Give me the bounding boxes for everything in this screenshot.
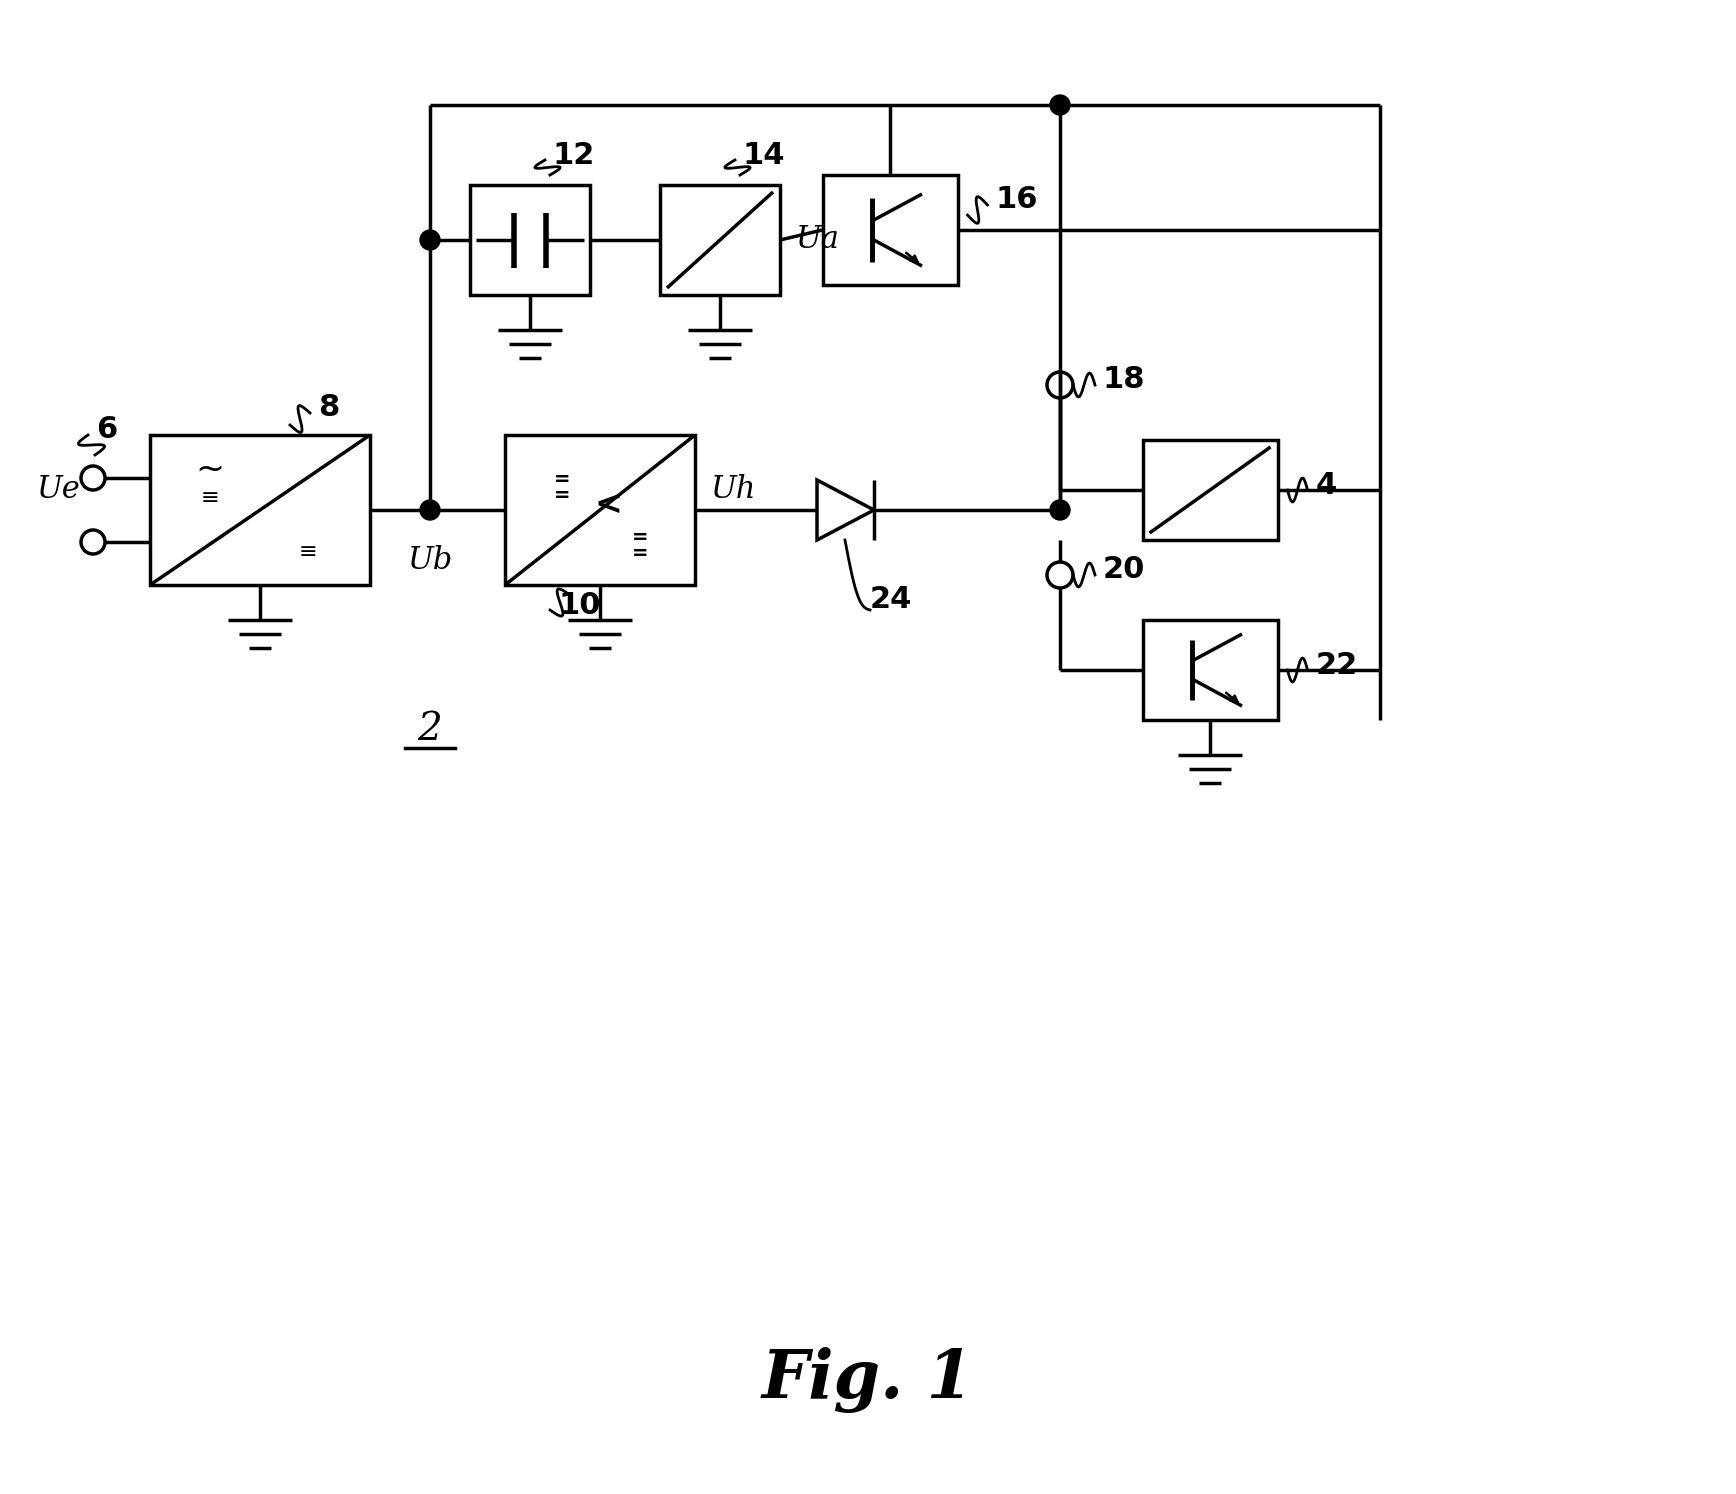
Text: Ua: Ua	[795, 224, 838, 255]
Bar	[823, 175, 958, 285]
Circle shape	[420, 230, 439, 249]
Circle shape	[1050, 96, 1069, 115]
Text: ~: ~	[196, 453, 224, 487]
Text: 4: 4	[1316, 471, 1337, 499]
Text: Fig. 1: Fig. 1	[762, 1348, 974, 1413]
Bar	[149, 435, 370, 586]
Text: 6: 6	[95, 415, 118, 445]
Text: Uh: Uh	[710, 474, 755, 505]
Text: <: <	[594, 489, 621, 521]
Text: =: =	[632, 544, 648, 563]
Text: 10: 10	[557, 590, 601, 620]
Text: 22: 22	[1316, 650, 1358, 680]
Text: 16: 16	[995, 185, 1038, 215]
Text: 20: 20	[1102, 556, 1146, 584]
Circle shape	[1050, 500, 1069, 520]
Text: =: =	[554, 471, 569, 490]
Bar	[505, 435, 694, 586]
Circle shape	[420, 500, 439, 520]
Text: 12: 12	[554, 140, 595, 169]
Text: 24: 24	[870, 586, 913, 614]
Bar	[1142, 441, 1278, 539]
Text: 18: 18	[1102, 366, 1146, 394]
Text: =: =	[554, 487, 569, 505]
Bar	[660, 185, 779, 294]
Text: ≡: ≡	[299, 542, 318, 562]
Text: Ub: Ub	[408, 545, 453, 577]
Text: 14: 14	[743, 140, 785, 169]
Bar	[470, 185, 590, 294]
Text: 2: 2	[418, 711, 443, 748]
Bar	[1142, 620, 1278, 720]
Text: ≡: ≡	[201, 489, 219, 508]
Text: Ue: Ue	[36, 475, 80, 505]
Text: =: =	[632, 529, 648, 547]
Text: 8: 8	[318, 393, 339, 423]
